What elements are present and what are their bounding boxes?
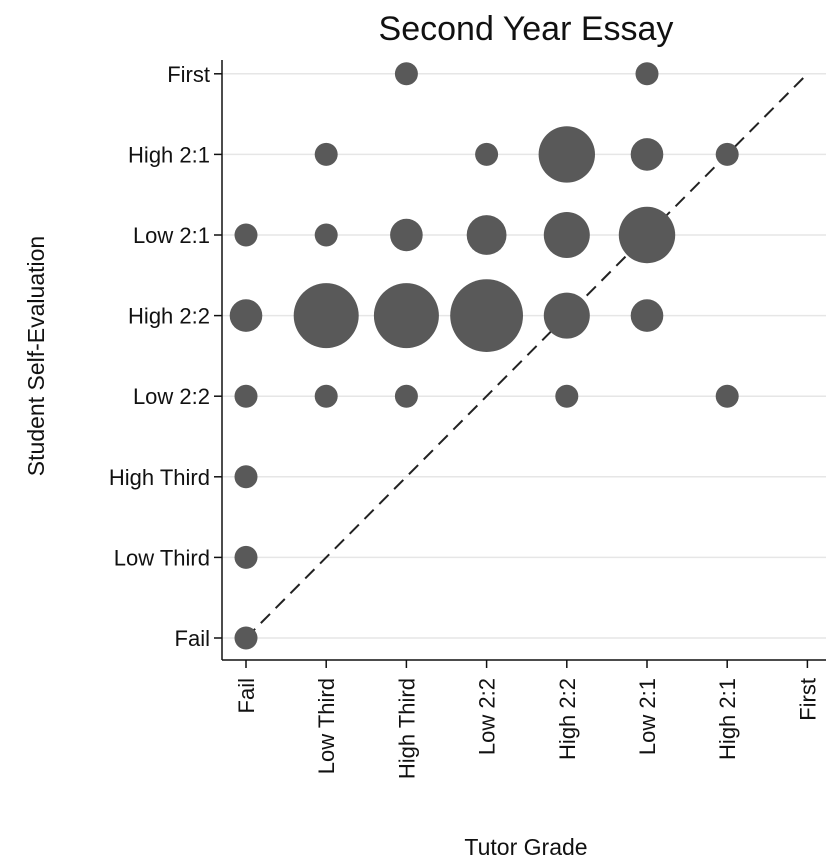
bubble-markers bbox=[229, 62, 739, 650]
bubble-point bbox=[234, 626, 258, 650]
bubble-point bbox=[314, 223, 338, 247]
chart-title: Second Year Essay bbox=[379, 10, 674, 48]
y-tick-label: Low 2:2 bbox=[133, 384, 210, 409]
bubble-point bbox=[293, 283, 359, 349]
bubble-point bbox=[618, 206, 676, 264]
bubble-point bbox=[394, 384, 418, 408]
bubble-point bbox=[450, 279, 523, 352]
bubble-point bbox=[314, 142, 338, 166]
reference-line-group bbox=[245, 73, 809, 639]
bubble-point bbox=[234, 465, 258, 489]
x-tick-label: Low Third bbox=[314, 678, 339, 774]
bubble-point bbox=[630, 299, 664, 332]
y-tick-label: First bbox=[167, 62, 210, 87]
x-tick-label: Low 2:1 bbox=[635, 678, 660, 755]
bubble-point bbox=[543, 212, 590, 258]
reference-line bbox=[245, 73, 809, 639]
y-tick-label: Low 2:1 bbox=[133, 223, 210, 248]
bubble-point bbox=[715, 384, 739, 408]
bubble-point bbox=[538, 126, 595, 183]
axes bbox=[221, 60, 826, 661]
x-tick-label: High 2:1 bbox=[715, 678, 740, 760]
y-tick-label: High 2:1 bbox=[128, 142, 210, 167]
bubble-point bbox=[229, 299, 263, 332]
y-axis-title: Student Self-Evaluation bbox=[23, 236, 49, 476]
x-axis-title: Tutor Grade bbox=[464, 834, 587, 860]
bubble-point bbox=[373, 283, 439, 349]
bubble-point bbox=[475, 142, 499, 166]
bubble-point bbox=[715, 142, 739, 166]
bubble-point bbox=[234, 223, 258, 247]
y-tick-label: High Third bbox=[109, 465, 210, 490]
bubble-point bbox=[635, 62, 659, 86]
x-tick-label: Fail bbox=[234, 678, 259, 713]
x-tick-labels: Fail Low Third High Third Low 2:2 High 2:2 Lo… bbox=[234, 660, 820, 779]
bubble-point bbox=[394, 62, 418, 86]
y-tick-label: High 2:2 bbox=[128, 304, 210, 329]
bubble-point bbox=[555, 384, 579, 408]
x-tick-label: Low 2:2 bbox=[475, 678, 500, 755]
x-tick-label: High Third bbox=[394, 678, 419, 779]
bubble-point bbox=[234, 545, 258, 569]
bubble-point bbox=[390, 218, 423, 252]
bubble-point bbox=[543, 292, 590, 339]
y-tick-label: Low Third bbox=[114, 545, 210, 570]
bubble-point bbox=[466, 215, 507, 255]
bubble-point bbox=[630, 138, 664, 171]
x-tick-label: First bbox=[795, 678, 820, 721]
y-tick-label: Fail bbox=[175, 626, 210, 651]
y-tick-labels: Fail Low Third High Third Low 2:2 High 2:2 Lo… bbox=[109, 62, 222, 651]
bubble-point bbox=[314, 384, 338, 408]
x-tick-label: High 2:2 bbox=[555, 678, 580, 760]
bubble-point bbox=[234, 384, 258, 408]
